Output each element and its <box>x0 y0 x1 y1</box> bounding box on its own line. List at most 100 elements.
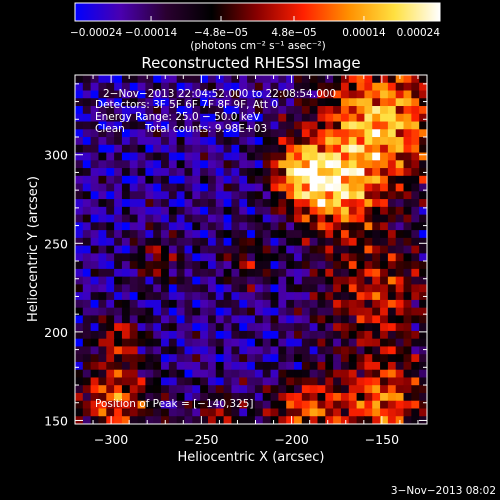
heatmap-cell <box>270 191 279 200</box>
heatmap-cell <box>286 268 295 278</box>
heatmap-cell <box>200 245 209 254</box>
heatmap-cell <box>348 183 358 192</box>
heatmap-cell <box>168 408 178 417</box>
heatmap-cell <box>75 168 84 177</box>
heatmap-cell <box>364 222 373 231</box>
heatmap-cell <box>403 245 412 254</box>
heatmap-cell <box>411 144 420 154</box>
heatmap-cell <box>387 230 397 239</box>
heatmap-cell <box>395 230 405 239</box>
heatmap-cell <box>333 354 342 363</box>
heatmap-cell <box>380 113 389 123</box>
heatmap-cell <box>333 175 342 185</box>
heatmap-cell <box>348 214 358 223</box>
heatmap-cell <box>223 338 233 348</box>
heatmap-cell <box>98 369 107 379</box>
heatmap-cell <box>90 82 100 92</box>
heatmap-cell <box>75 323 84 332</box>
heatmap-cell <box>82 168 92 177</box>
heatmap-cell <box>223 82 233 92</box>
heatmap-cell <box>223 90 233 99</box>
heatmap-cell <box>129 315 139 324</box>
heatmap-cell <box>184 315 193 324</box>
heatmap-cell <box>176 330 186 340</box>
heatmap-cell <box>270 75 279 84</box>
heatmap-cell <box>387 292 397 301</box>
heatmap-cell <box>262 168 272 177</box>
heatmap-cell <box>262 361 272 371</box>
heatmap-cell <box>207 338 217 348</box>
heatmap-cell <box>270 307 279 317</box>
heatmap-cell <box>161 144 170 154</box>
heatmap-cell <box>309 75 319 84</box>
heatmap-cell <box>168 400 178 410</box>
heatmap-cell <box>90 90 100 99</box>
heatmap-cell <box>395 346 405 355</box>
heatmap-cell <box>161 168 170 177</box>
heatmap-cell <box>207 261 217 270</box>
heatmap-cell <box>106 144 115 154</box>
heatmap-cell <box>309 315 319 324</box>
heatmap-cell <box>372 323 381 332</box>
heatmap-cell <box>301 284 311 293</box>
heatmap-cell <box>294 408 303 417</box>
heatmap-cell <box>325 245 334 254</box>
heatmap-cell <box>215 113 225 123</box>
heatmap-cell <box>82 408 92 417</box>
heatmap-cell <box>325 385 334 394</box>
heatmap-cell <box>239 191 248 200</box>
heatmap-cell <box>309 392 319 402</box>
heatmap-cell <box>411 199 420 208</box>
heatmap-cell <box>309 276 319 285</box>
heatmap-cell <box>309 168 319 177</box>
heatmap-cell <box>254 121 264 130</box>
heatmap-cell <box>184 416 193 424</box>
heatmap-cell <box>411 214 420 223</box>
heatmap-cell <box>231 299 240 309</box>
x-axis-title: Heliocentric X (arcsec) <box>178 450 325 465</box>
heatmap-cell <box>356 261 366 270</box>
heatmap-cell <box>309 354 319 363</box>
heatmap-cell <box>340 75 350 84</box>
heatmap-cell <box>90 206 100 216</box>
heatmap-cell <box>262 82 272 92</box>
heatmap-cell <box>395 144 405 154</box>
heatmap-cell <box>223 346 233 355</box>
heatmap-cell <box>333 106 342 115</box>
heatmap-cell <box>176 299 186 309</box>
heatmap-cell <box>372 361 381 371</box>
heatmap-cell <box>294 245 303 254</box>
heatmap-cell <box>270 354 279 363</box>
heatmap-cell <box>403 168 412 177</box>
heatmap-cell <box>215 175 225 185</box>
heatmap-cell <box>372 338 381 348</box>
heatmap-cell <box>348 253 358 262</box>
heatmap-cell <box>395 253 405 262</box>
heatmap-cell <box>411 168 420 177</box>
heatmap-cell <box>121 82 131 92</box>
heatmap-cell <box>262 230 272 239</box>
heatmap-cell <box>309 299 319 309</box>
heatmap-cell <box>161 82 170 92</box>
heatmap-cell <box>153 315 162 324</box>
heatmap-cell <box>380 168 389 177</box>
heatmap-cell <box>356 385 366 394</box>
heatmap-cell <box>137 292 146 301</box>
heatmap-cell <box>200 276 209 285</box>
heatmap-cell <box>340 191 350 200</box>
heatmap-cell <box>161 299 170 309</box>
heatmap-cell <box>145 361 154 371</box>
heatmap-cell <box>153 168 162 177</box>
heatmap-cell <box>207 90 217 99</box>
heatmap-cell <box>114 392 123 402</box>
heatmap-cell <box>419 330 427 340</box>
heatmap-cell <box>372 253 381 262</box>
heatmap-cell <box>278 98 287 107</box>
heatmap-cell <box>403 230 412 239</box>
heatmap-cell <box>403 276 412 285</box>
heatmap-cell <box>317 369 326 379</box>
heatmap-cell <box>380 307 389 317</box>
heatmap-cell <box>395 75 405 84</box>
heatmap-cell <box>82 369 92 379</box>
heatmap-cell <box>145 144 154 154</box>
